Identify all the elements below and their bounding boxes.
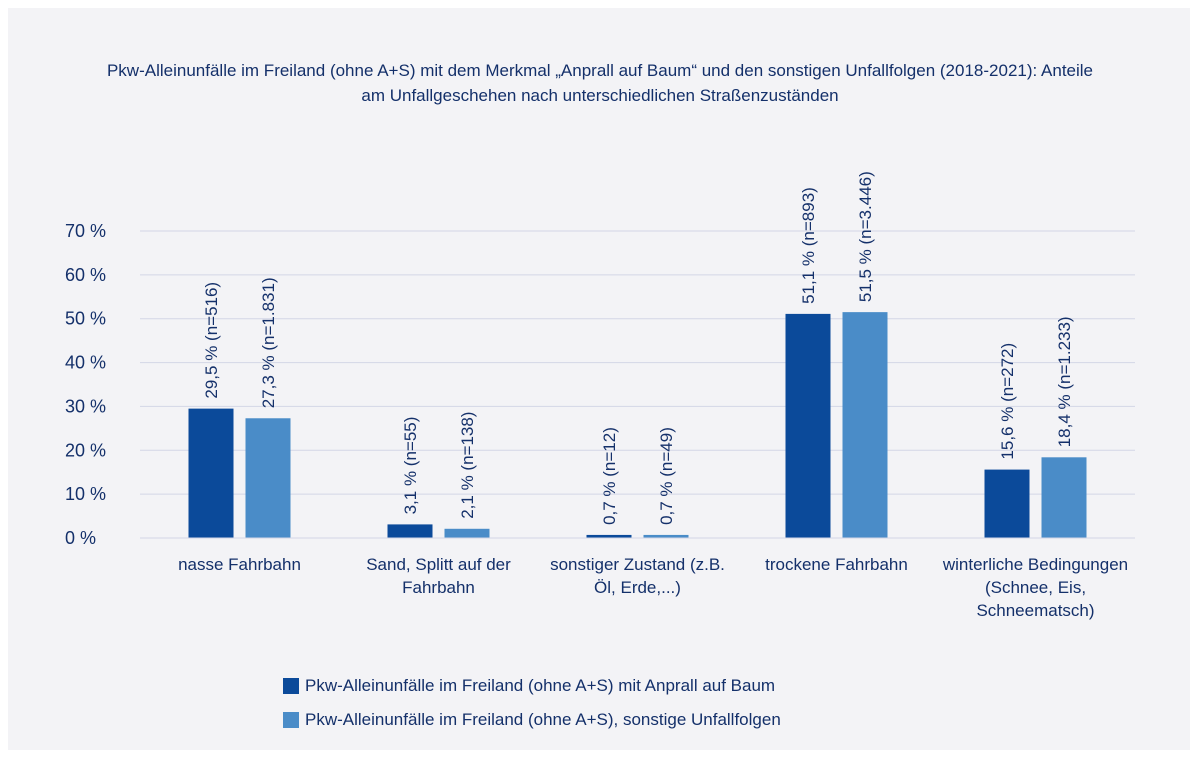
legend-item: Pkw-Alleinunfälle im Freiland (ohne A+S)… bbox=[283, 676, 775, 696]
data-label: 51,1 % (n=893) bbox=[799, 187, 818, 304]
legend-label: Pkw-Alleinunfälle im Freiland (ohne A+S)… bbox=[305, 676, 776, 695]
data-label: 15,6 % (n=272) bbox=[998, 343, 1017, 460]
bar bbox=[643, 534, 689, 538]
x-tick-label: Sand, Splitt auf der Fahrbahn bbox=[366, 555, 511, 597]
data-label: 27,3 % (n=1.831) bbox=[259, 277, 278, 408]
bar bbox=[785, 313, 831, 538]
y-tick-label: 70 % bbox=[65, 221, 106, 241]
bar bbox=[984, 469, 1030, 538]
data-label: 51,5 % (n=3.446) bbox=[856, 171, 875, 302]
y-tick-label: 50 % bbox=[65, 309, 106, 329]
bar bbox=[842, 312, 888, 538]
data-label: 0,7 % (n=12) bbox=[600, 427, 619, 525]
bar bbox=[245, 418, 291, 538]
data-label: 3,1 % (n=55) bbox=[401, 417, 420, 515]
legend-swatch bbox=[283, 712, 299, 728]
y-tick-label: 10 % bbox=[65, 484, 106, 504]
bar bbox=[188, 408, 234, 538]
y-tick-label: 60 % bbox=[65, 265, 106, 285]
x-tick-label: sonstiger Zustand (z.B. Öl, Erde,...) bbox=[550, 555, 725, 597]
x-tick-label: trockene Fahrbahn bbox=[765, 555, 908, 574]
data-label: 18,4 % (n=1.233) bbox=[1055, 316, 1074, 447]
legend-swatch bbox=[283, 678, 299, 694]
legend-label: Pkw-Alleinunfälle im Freiland (ohne A+S)… bbox=[305, 710, 781, 729]
legend-item: Pkw-Alleinunfälle im Freiland (ohne A+S)… bbox=[283, 710, 781, 730]
chart-panel bbox=[8, 8, 1190, 750]
bar bbox=[444, 528, 490, 538]
y-tick-label: 20 % bbox=[65, 440, 106, 460]
x-tick-label: winterliche Bedingungen (Schnee, Eis, Sc… bbox=[942, 555, 1129, 620]
x-tick-label: nasse Fahrbahn bbox=[178, 555, 301, 574]
bar bbox=[1041, 457, 1087, 538]
y-tick-label: 0 % bbox=[65, 528, 96, 548]
data-label: 2,1 % (n=138) bbox=[458, 412, 477, 519]
bar bbox=[586, 534, 632, 538]
data-label: 0,7 % (n=49) bbox=[657, 427, 676, 525]
data-label: 29,5 % (n=516) bbox=[202, 282, 221, 399]
chart-title: Pkw-Alleinunfälle im Freiland (ohne A+S)… bbox=[106, 61, 1094, 105]
y-tick-label: 40 % bbox=[65, 353, 106, 373]
bar bbox=[387, 524, 433, 538]
y-tick-label: 30 % bbox=[65, 396, 106, 416]
